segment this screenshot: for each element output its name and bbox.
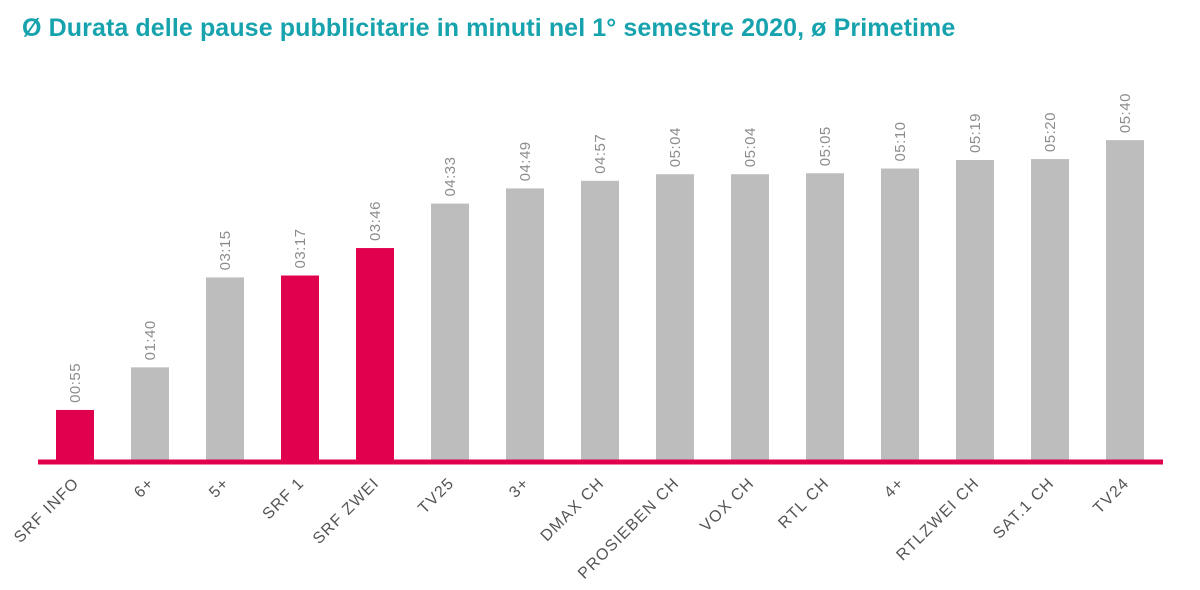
bar-value-label: 05:40	[1117, 93, 1134, 133]
bar-value-label: 05:20	[1042, 112, 1059, 152]
bar	[731, 174, 769, 463]
bar-value-label: 03:17	[292, 228, 309, 268]
x-tick-label: SRF 1	[260, 475, 308, 523]
bar-value-label: 05:04	[667, 127, 684, 167]
chart-title: Ø Durata delle pause pubblicitarie in mi…	[22, 14, 956, 42]
bar-value-label: 04:33	[442, 157, 459, 197]
bar	[131, 367, 169, 462]
x-tick-label: RTL CH	[775, 475, 832, 532]
x-tick-label: TV24	[1090, 475, 1132, 517]
bar-value-label: 05:19	[967, 113, 984, 153]
bar-value-label: 04:49	[517, 141, 534, 181]
x-tick-label: 4+	[881, 475, 908, 502]
bar-value-label: 05:04	[742, 127, 759, 167]
bar-value-label: 05:05	[817, 126, 834, 166]
bar	[206, 277, 244, 462]
x-tick-label: SRF INFO	[11, 475, 83, 547]
x-tick-label: RTLZWEI CH	[893, 475, 982, 564]
bar-value-label: 04:57	[592, 134, 609, 174]
bar-value-label: 05:10	[892, 121, 909, 161]
x-tick-label: 3+	[506, 475, 533, 502]
bar	[1106, 140, 1144, 462]
x-tick-label: TV25	[415, 475, 457, 517]
bar	[581, 180, 619, 462]
x-tick-label: SAT.1 CH	[990, 475, 1058, 543]
bar	[281, 275, 319, 462]
bar	[506, 188, 544, 462]
x-tick-label: 5+	[206, 475, 233, 502]
x-tick-label: DMAX CH	[538, 475, 608, 545]
bar-value-label: 03:15	[217, 230, 234, 270]
value-labels-group: 00:55 01:40 03:15 03:17 03:46 04:33 04:49 04:57…	[67, 93, 1134, 403]
bar	[881, 168, 919, 462]
x-tick-label: VOX CH	[697, 475, 757, 535]
bar-value-label: 03:46	[367, 201, 384, 241]
bar	[356, 248, 394, 462]
bar	[431, 203, 469, 462]
bar	[1031, 159, 1069, 463]
bar	[806, 173, 844, 462]
bar	[56, 409, 94, 462]
bars-group	[56, 140, 1144, 463]
bar	[656, 174, 694, 463]
x-tick-label: SRF ZWEI	[310, 475, 383, 548]
bar-value-label: 00:55	[67, 363, 84, 403]
bar	[956, 160, 994, 462]
bar-value-label: 01:40	[142, 320, 159, 360]
x-tick-label: 6+	[131, 475, 158, 502]
x-tick-labels-group: SRF INFO 6+ 5+ SRF 1 SRF ZWEI TV25 3+ DMAX CHPR…	[11, 475, 1133, 583]
